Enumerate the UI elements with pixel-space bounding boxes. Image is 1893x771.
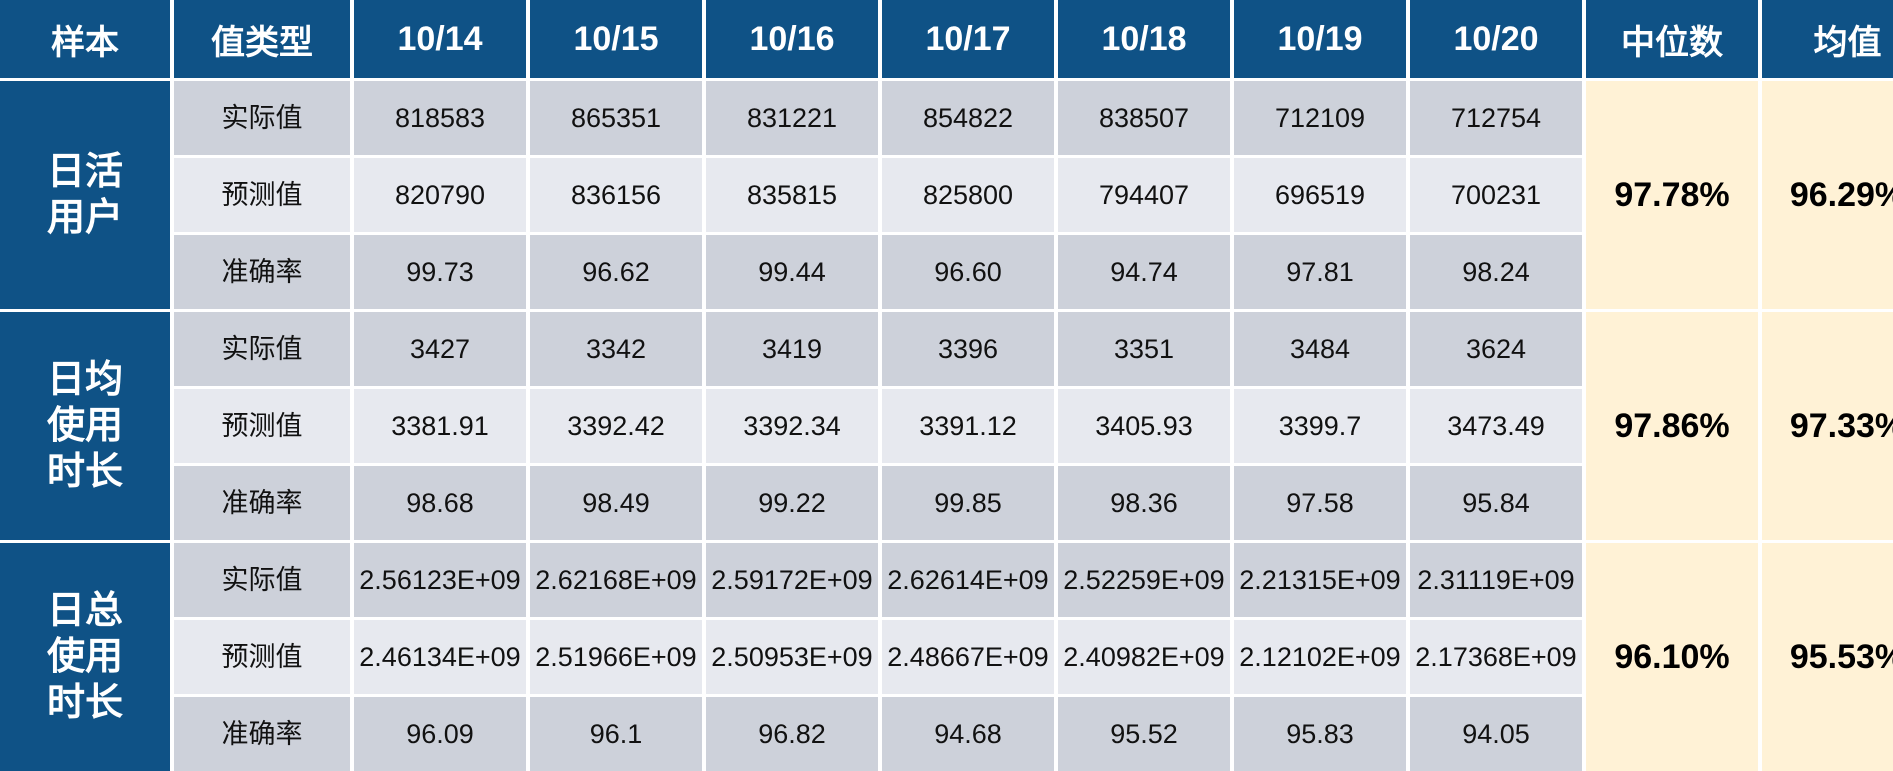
group-label: 日总使用时长 (0, 543, 170, 771)
table-cell: 712109 (1234, 81, 1406, 155)
table-cell: 3396 (882, 312, 1054, 386)
group-label: 日活用户 (0, 81, 170, 309)
header-median: 中位数 (1586, 0, 1758, 78)
median-value: 97.78% (1586, 81, 1758, 309)
table-cell: 94.05 (1410, 697, 1582, 771)
table-cell: 838507 (1058, 81, 1230, 155)
table-cell: 700231 (1410, 158, 1582, 232)
mean-value: 97.33% (1762, 312, 1893, 540)
header-date: 10/16 (706, 0, 878, 78)
table-cell: 97.58 (1234, 466, 1406, 540)
table-cell: 99.22 (706, 466, 878, 540)
table-cell: 835815 (706, 158, 878, 232)
table-cell: 2.17368E+09 (1410, 620, 1582, 694)
table-cell: 696519 (1234, 158, 1406, 232)
table-cell: 865351 (530, 81, 702, 155)
table-cell: 98.68 (354, 466, 526, 540)
value-type-label: 准确率 (174, 697, 350, 771)
table-cell: 2.21315E+09 (1234, 543, 1406, 617)
table-cell: 95.52 (1058, 697, 1230, 771)
table-cell: 2.59172E+09 (706, 543, 878, 617)
table-cell: 818583 (354, 81, 526, 155)
median-value: 97.86% (1586, 312, 1758, 540)
header-mean: 均值 (1762, 0, 1893, 78)
value-type-label: 预测值 (174, 389, 350, 463)
table-cell: 99.44 (706, 235, 878, 309)
header-date: 10/17 (882, 0, 1054, 78)
group-label: 日均使用时长 (0, 312, 170, 540)
header-value-type: 值类型 (174, 0, 350, 78)
table-cell: 98.36 (1058, 466, 1230, 540)
table-cell: 3351 (1058, 312, 1230, 386)
table-cell: 2.46134E+09 (354, 620, 526, 694)
table-cell: 95.83 (1234, 697, 1406, 771)
value-type-label: 实际值 (174, 312, 350, 386)
table-cell: 3484 (1234, 312, 1406, 386)
table-cell: 2.31119E+09 (1410, 543, 1582, 617)
table-cell: 99.73 (354, 235, 526, 309)
table-cell: 94.74 (1058, 235, 1230, 309)
header-date: 10/18 (1058, 0, 1230, 78)
table-cell: 2.48667E+09 (882, 620, 1054, 694)
table-cell: 825800 (882, 158, 1054, 232)
table-cell: 98.49 (530, 466, 702, 540)
table-cell: 3392.42 (530, 389, 702, 463)
table-cell: 3392.34 (706, 389, 878, 463)
table-cell: 94.68 (882, 697, 1054, 771)
table-cell: 2.40982E+09 (1058, 620, 1230, 694)
table-cell: 3381.91 (354, 389, 526, 463)
table-cell: 2.56123E+09 (354, 543, 526, 617)
table-cell: 2.51966E+09 (530, 620, 702, 694)
table-cell: 854822 (882, 81, 1054, 155)
table-cell: 794407 (1058, 158, 1230, 232)
table-cell: 3405.93 (1058, 389, 1230, 463)
value-type-label: 预测值 (174, 620, 350, 694)
table-cell: 2.50953E+09 (706, 620, 878, 694)
value-type-label: 准确率 (174, 235, 350, 309)
table-cell: 3427 (354, 312, 526, 386)
header-date: 10/20 (1410, 0, 1582, 78)
header-date: 10/14 (354, 0, 526, 78)
table-cell: 2.62614E+09 (882, 543, 1054, 617)
table-cell: 3419 (706, 312, 878, 386)
value-type-label: 准确率 (174, 466, 350, 540)
mean-value: 96.29% (1762, 81, 1893, 309)
table-cell: 2.12102E+09 (1234, 620, 1406, 694)
header-sample: 样本 (0, 0, 170, 78)
value-type-label: 预测值 (174, 158, 350, 232)
table-cell: 97.81 (1234, 235, 1406, 309)
table-cell: 712754 (1410, 81, 1582, 155)
table-cell: 3391.12 (882, 389, 1054, 463)
table-cell: 3473.49 (1410, 389, 1582, 463)
mean-value: 95.53% (1762, 543, 1893, 771)
table-cell: 99.85 (882, 466, 1054, 540)
table-cell: 2.52259E+09 (1058, 543, 1230, 617)
table-cell: 3342 (530, 312, 702, 386)
value-type-label: 实际值 (174, 81, 350, 155)
table-cell: 831221 (706, 81, 878, 155)
table-cell: 3624 (1410, 312, 1582, 386)
table-cell: 96.82 (706, 697, 878, 771)
value-type-label: 实际值 (174, 543, 350, 617)
table-cell: 820790 (354, 158, 526, 232)
table-cell: 96.1 (530, 697, 702, 771)
table-cell: 96.60 (882, 235, 1054, 309)
table-cell: 98.24 (1410, 235, 1582, 309)
table-cell: 3399.7 (1234, 389, 1406, 463)
table-cell: 836156 (530, 158, 702, 232)
header-date: 10/19 (1234, 0, 1406, 78)
header-date: 10/15 (530, 0, 702, 78)
table-cell: 96.09 (354, 697, 526, 771)
median-value: 96.10% (1586, 543, 1758, 771)
table-cell: 96.62 (530, 235, 702, 309)
table-cell: 95.84 (1410, 466, 1582, 540)
table-cell: 2.62168E+09 (530, 543, 702, 617)
